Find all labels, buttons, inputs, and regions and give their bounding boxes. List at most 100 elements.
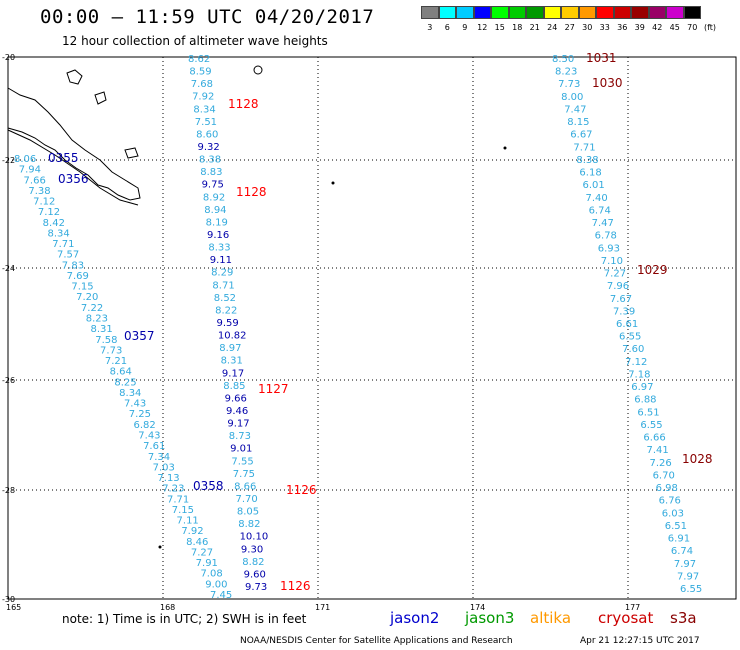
wave-height-value: 7.73 xyxy=(100,345,122,356)
wave-height-value: 7.03 xyxy=(153,462,175,473)
lat-label: -20 xyxy=(2,53,15,62)
island xyxy=(331,181,335,185)
wave-height-value: 7.73 xyxy=(558,79,580,90)
legend-jason2: jason2 xyxy=(390,609,440,627)
wave-height-value: 7.38 xyxy=(28,186,50,197)
color-swatch xyxy=(508,6,526,19)
color-swatch xyxy=(666,6,684,19)
wave-height-value: 8.64 xyxy=(110,367,132,378)
wave-height-value: 8.94 xyxy=(204,205,226,216)
wave-height-value: 8.22 xyxy=(215,305,237,316)
wave-height-value: 6.88 xyxy=(634,395,656,406)
pass-time-label: 1126 xyxy=(280,579,311,593)
color-swatch xyxy=(473,6,491,19)
color-swatch xyxy=(421,6,439,19)
wave-height-value: 7.27 xyxy=(604,269,626,280)
wave-height-value: 7.12 xyxy=(33,197,55,208)
color-swatch xyxy=(631,6,649,19)
color-swatch xyxy=(456,6,474,19)
color-scale-label: 39 xyxy=(634,23,645,32)
wave-height-value: 7.67 xyxy=(610,294,632,305)
coastline xyxy=(7,65,507,549)
wave-height-value: 8.33 xyxy=(208,243,230,254)
pass-time-label: 1127 xyxy=(258,382,289,396)
map-title: 00:00 – 11:59 UTC 04/20/2017 xyxy=(40,6,375,28)
wave-height-value: 9.66 xyxy=(225,393,247,404)
wave-height-value: 7.21 xyxy=(105,356,127,367)
coastline-south xyxy=(7,129,139,206)
wave-height-value: 9.17 xyxy=(222,368,244,379)
wave-height-value: 7.40 xyxy=(586,193,608,204)
wave-height-value: 7.92 xyxy=(181,526,203,537)
wave-height-value: 8.23 xyxy=(555,67,577,78)
wave-height-value: 8.82 xyxy=(242,557,264,568)
wave-height-value: 7.75 xyxy=(233,469,255,480)
color-scale xyxy=(421,6,701,19)
wave-height-value: 6.61 xyxy=(616,319,638,330)
wave-height-value: 9.46 xyxy=(226,406,248,417)
wave-height-value: 9.73 xyxy=(245,582,267,593)
wave-height-value: 8.29 xyxy=(211,268,233,279)
wave-height-value: 8.46 xyxy=(186,537,208,548)
wave-height-value: 6.66 xyxy=(643,433,665,444)
wave-height-value: 7.94 xyxy=(19,165,41,176)
wave-height-value: 7.97 xyxy=(674,559,696,570)
wave-height-value: 7.58 xyxy=(95,335,117,346)
pass-time-label: 0356 xyxy=(58,172,89,186)
color-scale-label: 45 xyxy=(669,23,680,32)
wave-height-value: 7.55 xyxy=(231,456,253,467)
wave-height-value: 7.23 xyxy=(162,484,184,495)
wave-height-value: 8.34 xyxy=(47,228,69,239)
color-scale-label: 27 xyxy=(564,23,575,32)
wave-height-value: 9.75 xyxy=(202,180,224,191)
color-scale-label: 70 xyxy=(687,23,698,32)
wave-height-value: 7.41 xyxy=(646,445,668,456)
wave-height-value: 6.74 xyxy=(671,546,693,557)
wave-height-value: 8.92 xyxy=(203,192,225,203)
wave-height-value: 7.61 xyxy=(143,441,165,452)
legend-s3a: s3a xyxy=(670,609,697,627)
wave-height-value: 7.43 xyxy=(124,399,146,410)
legend-jason3: jason3 xyxy=(465,609,515,627)
wave-height-value: 9.60 xyxy=(244,569,266,580)
wave-height-value: 8.00 xyxy=(561,92,583,103)
pass-time-label: 1029 xyxy=(637,263,668,277)
wave-height-value: 8.06 xyxy=(14,154,36,165)
wave-height-value: 7.22 xyxy=(81,303,103,314)
wave-height-value: 10.82 xyxy=(218,331,247,342)
wave-height-value: 6.82 xyxy=(134,420,156,431)
lat-label: -26 xyxy=(2,376,15,385)
color-scale-labels: 3 6 9 12 15 18 21 24 27 30 33 36 39 42 45 70 xyxy=(421,23,701,32)
wave-height-value: 8.73 xyxy=(229,431,251,442)
pass-time-label: 0358 xyxy=(193,479,224,493)
wave-height-value: 6.91 xyxy=(668,534,690,545)
wave-height-value: 6.18 xyxy=(579,168,601,179)
wave-height-value: 6.55 xyxy=(619,332,641,343)
pass-time-label: 1128 xyxy=(236,185,267,199)
wave-height-value: 8.05 xyxy=(237,507,259,518)
wave-height-value: 7.12 xyxy=(625,357,647,368)
wave-height-value: 6.67 xyxy=(570,130,592,141)
color-swatch xyxy=(613,6,631,19)
pass-time-label: 0357 xyxy=(124,329,155,343)
wave-height-value: 7.96 xyxy=(607,281,629,292)
wave-height-value: 8.62 xyxy=(188,54,210,65)
wave-height-value: 7.47 xyxy=(592,218,614,229)
color-scale-label: 42 xyxy=(652,23,663,32)
island xyxy=(503,146,507,150)
wave-height-value: 8.97 xyxy=(219,343,241,354)
wave-height-value: 10.10 xyxy=(240,532,269,543)
island xyxy=(94,91,107,105)
wave-height-value: 8.52 xyxy=(214,293,236,304)
wave-height-value: 6.78 xyxy=(595,231,617,242)
wave-height-value: 8.50 xyxy=(552,54,574,65)
wave-height-value: 6.51 xyxy=(665,521,687,532)
lon-label: 165 xyxy=(6,603,21,612)
color-scale-label: 24 xyxy=(547,23,558,32)
wave-height-value: 8.60 xyxy=(196,129,218,140)
wave-height-value: 7.10 xyxy=(601,256,623,267)
wave-height-value: 6.93 xyxy=(598,243,620,254)
timestamp-text: Apr 21 12:27:15 UTC 2017 xyxy=(580,636,700,646)
wave-height-value: 8.25 xyxy=(114,377,136,388)
wave-height-value: 9.16 xyxy=(207,230,229,241)
